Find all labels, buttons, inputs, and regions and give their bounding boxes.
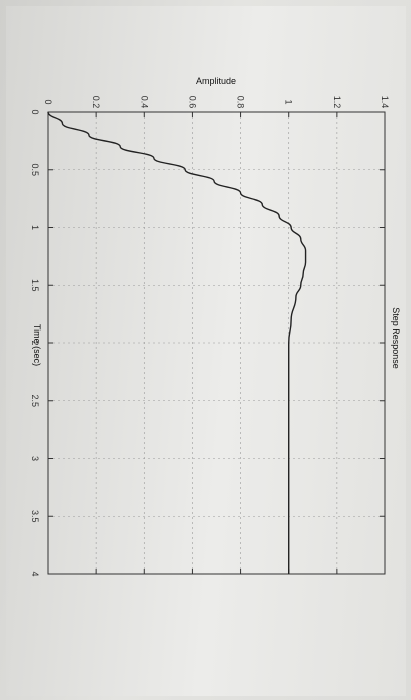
y-axis-title: Amplitude bbox=[196, 76, 236, 86]
series-group bbox=[47, 111, 307, 574]
x-tick-label: 1.5 bbox=[30, 279, 40, 292]
y-tick-labels: 0 0.2 0.4 0.6 0.8 1 1.2 1.4 bbox=[43, 96, 390, 109]
y-tick-label: 1.2 bbox=[332, 96, 342, 109]
paper-sheet bbox=[6, 6, 406, 696]
grid-lines bbox=[48, 112, 385, 574]
tick-marks bbox=[47, 111, 386, 575]
x-tick-labels: 0 0.5 1 1.5 2 2.5 3 3.5 4 bbox=[30, 109, 40, 576]
y-tick-label: 0.2 bbox=[91, 96, 101, 109]
y-tick-label: 0.4 bbox=[139, 96, 149, 109]
x-tick-label: 0.5 bbox=[30, 163, 40, 176]
x-axis-title: Time (sec) bbox=[32, 324, 42, 366]
y-tick-label: 0 bbox=[43, 99, 53, 104]
y-tick-label: 1 bbox=[284, 99, 294, 104]
x-tick-label: 3.5 bbox=[30, 510, 40, 523]
x-tick-label: 0 bbox=[30, 109, 40, 114]
x-tick-label: 1 bbox=[30, 225, 40, 230]
step-response-line bbox=[47, 111, 307, 574]
x-tick-label: 4 bbox=[30, 571, 40, 576]
chart-title: Step Response bbox=[391, 307, 401, 369]
x-tick-label: 3 bbox=[30, 456, 40, 461]
x-tick-label: 2.5 bbox=[30, 394, 40, 407]
y-tick-label: 0.8 bbox=[236, 96, 246, 109]
y-tick-label: 1.4 bbox=[380, 96, 390, 109]
x-tick-label: 2 bbox=[30, 340, 40, 345]
y-tick-label: 0.6 bbox=[187, 96, 197, 109]
